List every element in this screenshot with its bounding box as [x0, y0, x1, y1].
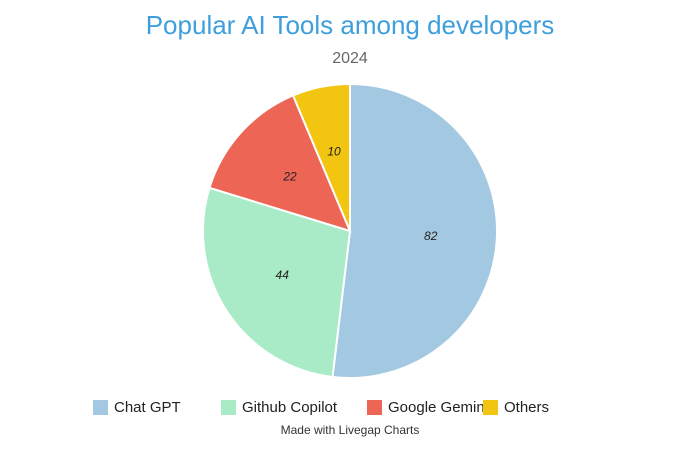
pie-data-label: 22 [282, 170, 297, 184]
chart-title: Popular AI Tools among developers [145, 10, 555, 40]
credit-text: Made with Livegap Charts [280, 423, 420, 437]
legend-item-github-copilot[interactable]: Github Copilot [221, 396, 337, 418]
legend-label: Github Copilot [242, 398, 338, 416]
pie-data-labels: 82 44 22 10 [276, 145, 438, 282]
pie-data-label: 10 [327, 145, 341, 159]
pie-data-label: 82 [424, 229, 438, 243]
pie-slice-others[interactable] [291, 82, 351, 232]
pie-slice-google-gemini[interactable] [208, 94, 352, 233]
legend-swatch [221, 399, 236, 415]
legend-item-chat-gpt[interactable]: Chat GPT [93, 396, 181, 418]
legend-label: Google Gemini [388, 398, 489, 416]
legend-label: Chat GPT [114, 398, 181, 416]
legend-label: Others [504, 398, 550, 416]
legend-swatch [483, 399, 498, 415]
chart-legend: Chat GPT Github Copilot Google Gemini Other… [93, 396, 653, 418]
legend-item-others[interactable]: Others [483, 396, 549, 418]
pie-data-label: 44 [276, 268, 290, 282]
pie-slice-github-copilot[interactable] [202, 186, 352, 379]
legend-swatch [367, 399, 382, 415]
chart-subtitle: 2024 [332, 50, 368, 67]
legend-item-google-gemini[interactable]: Google Gemini [367, 396, 488, 418]
pie-slices [202, 82, 498, 379]
pie-slice-chat-gpt[interactable] [331, 82, 498, 379]
legend-swatch [93, 399, 108, 415]
